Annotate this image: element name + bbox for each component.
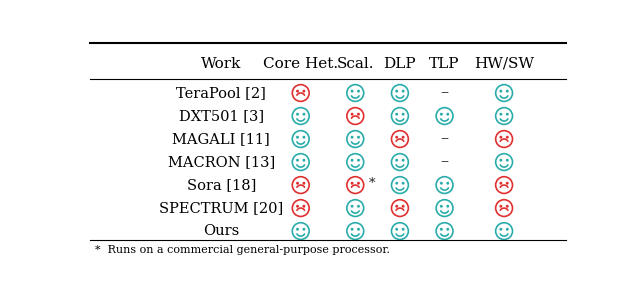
Ellipse shape — [358, 206, 359, 207]
Ellipse shape — [500, 159, 502, 161]
Ellipse shape — [358, 159, 359, 161]
Ellipse shape — [440, 183, 442, 184]
Text: Core Het.: Core Het. — [263, 56, 339, 71]
Ellipse shape — [351, 159, 353, 161]
Ellipse shape — [303, 136, 305, 138]
Ellipse shape — [351, 113, 353, 115]
Ellipse shape — [303, 228, 305, 230]
Ellipse shape — [403, 91, 404, 92]
Text: –: – — [440, 153, 449, 171]
Ellipse shape — [297, 206, 298, 207]
Ellipse shape — [500, 136, 502, 138]
Ellipse shape — [351, 91, 353, 92]
Ellipse shape — [351, 136, 353, 138]
Ellipse shape — [447, 183, 449, 184]
Ellipse shape — [297, 113, 298, 115]
Ellipse shape — [506, 91, 508, 92]
Ellipse shape — [351, 206, 353, 207]
Text: DLP: DLP — [383, 56, 416, 71]
Ellipse shape — [396, 113, 397, 115]
Ellipse shape — [506, 183, 508, 184]
Text: TeraPool [2]: TeraPool [2] — [177, 86, 266, 100]
Ellipse shape — [351, 183, 353, 184]
Ellipse shape — [358, 183, 359, 184]
Ellipse shape — [358, 136, 359, 138]
Ellipse shape — [447, 206, 449, 207]
Ellipse shape — [506, 113, 508, 115]
Ellipse shape — [396, 206, 397, 207]
Ellipse shape — [403, 228, 404, 230]
Text: TLP: TLP — [429, 56, 460, 71]
Ellipse shape — [358, 228, 359, 230]
Ellipse shape — [297, 183, 298, 184]
Ellipse shape — [500, 113, 502, 115]
Ellipse shape — [500, 206, 502, 207]
Ellipse shape — [303, 206, 305, 207]
Ellipse shape — [447, 228, 449, 230]
Text: –: – — [440, 84, 449, 101]
Ellipse shape — [297, 136, 298, 138]
Ellipse shape — [396, 91, 397, 92]
Ellipse shape — [297, 159, 298, 161]
Text: *  Runs on a commercial general-purpose processor.: * Runs on a commercial general-purpose p… — [95, 245, 390, 255]
Text: Sora [18]: Sora [18] — [187, 178, 256, 192]
Ellipse shape — [506, 159, 508, 161]
Text: *: * — [369, 177, 375, 191]
Ellipse shape — [358, 91, 359, 92]
Ellipse shape — [403, 113, 404, 115]
Ellipse shape — [396, 183, 397, 184]
Ellipse shape — [440, 206, 442, 207]
Ellipse shape — [297, 91, 298, 92]
Ellipse shape — [396, 159, 397, 161]
Ellipse shape — [358, 113, 359, 115]
Text: –: – — [440, 131, 449, 148]
Ellipse shape — [303, 113, 305, 115]
Ellipse shape — [500, 183, 502, 184]
Ellipse shape — [396, 228, 397, 230]
Ellipse shape — [351, 228, 353, 230]
Text: Work: Work — [201, 56, 241, 71]
Ellipse shape — [500, 91, 502, 92]
Text: Scal.: Scal. — [337, 56, 374, 71]
Ellipse shape — [440, 228, 442, 230]
Text: MAGALI [11]: MAGALI [11] — [173, 132, 270, 146]
Ellipse shape — [303, 91, 305, 92]
Ellipse shape — [303, 159, 305, 161]
Ellipse shape — [403, 136, 404, 138]
Ellipse shape — [297, 228, 298, 230]
Ellipse shape — [506, 228, 508, 230]
Ellipse shape — [396, 136, 397, 138]
Ellipse shape — [506, 136, 508, 138]
Ellipse shape — [500, 228, 502, 230]
Ellipse shape — [403, 206, 404, 207]
Ellipse shape — [447, 113, 449, 115]
Text: SPECTRUM [20]: SPECTRUM [20] — [159, 201, 284, 215]
Text: MACRON [13]: MACRON [13] — [168, 155, 275, 169]
Ellipse shape — [403, 159, 404, 161]
Ellipse shape — [303, 183, 305, 184]
Ellipse shape — [403, 183, 404, 184]
Ellipse shape — [506, 206, 508, 207]
Ellipse shape — [440, 113, 442, 115]
Text: DXT501 [3]: DXT501 [3] — [179, 109, 264, 123]
Text: HW/SW: HW/SW — [474, 56, 534, 71]
Text: Ours: Ours — [204, 224, 239, 238]
